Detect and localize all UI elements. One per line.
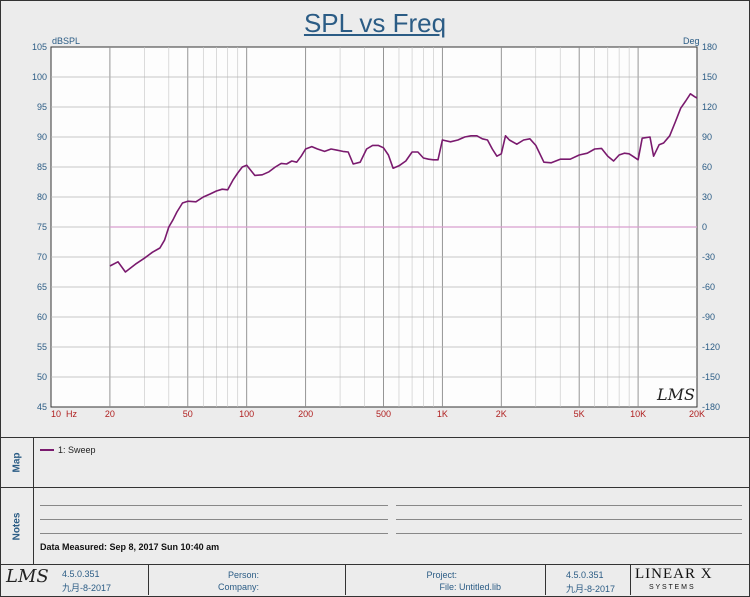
project-label: Project: bbox=[426, 570, 457, 580]
company-label: Company: bbox=[217, 582, 259, 592]
y2-tick-label: 60 bbox=[702, 162, 712, 172]
y2-tick-label: 120 bbox=[702, 102, 717, 112]
x-tick-label: 50 bbox=[183, 409, 193, 419]
legend-swatch bbox=[40, 449, 54, 451]
x-tick-label: 10K bbox=[630, 409, 646, 419]
x-tick-label: 20K bbox=[689, 409, 705, 419]
tick-labels: 4550556065707580859095100105-180-150-120… bbox=[32, 42, 720, 419]
x-tick-label: 10 bbox=[51, 409, 61, 419]
notes-line-left-1[interactable] bbox=[40, 505, 388, 506]
y-tick-label: 65 bbox=[37, 282, 47, 292]
legend: 1: Sweep bbox=[40, 445, 96, 455]
x-tick-label: 500 bbox=[376, 409, 391, 419]
y-tick-label: 60 bbox=[37, 312, 47, 322]
y2-tick-label: -90 bbox=[702, 312, 715, 322]
y2-tick-label: 0 bbox=[702, 222, 707, 232]
lms-watermark: LMS bbox=[656, 385, 695, 404]
x-tick-label: 2K bbox=[496, 409, 507, 419]
grid bbox=[51, 47, 697, 407]
y-tick-label: 100 bbox=[32, 72, 47, 82]
plot-area: 4550556065707580859095100105-180-150-120… bbox=[32, 36, 720, 419]
footer-person-cell: Person: Company: bbox=[148, 565, 345, 595]
y-tick-label: 90 bbox=[37, 132, 47, 142]
y2-tick-label: -60 bbox=[702, 282, 715, 292]
y2-tick-label: -180 bbox=[702, 402, 720, 412]
x-tick-label: 200 bbox=[298, 409, 313, 419]
notes-line-left-3[interactable] bbox=[40, 533, 388, 534]
y-axis-label-left: dBSPL bbox=[52, 36, 80, 46]
brand-sub: S Y S T E M S bbox=[649, 584, 694, 591]
footer-version-cell: 4.5.0.351 九月-8-2017 bbox=[545, 565, 630, 595]
y-tick-label: 45 bbox=[37, 402, 47, 412]
notes-line-right-2[interactable] bbox=[396, 519, 742, 520]
x-tick-label: 20 bbox=[105, 409, 115, 419]
y-tick-label: 55 bbox=[37, 342, 47, 352]
y2-tick-label: 150 bbox=[702, 72, 717, 82]
version-right: 4.5.0.351 bbox=[566, 570, 604, 580]
notes-label: Notes bbox=[10, 512, 22, 540]
map-label: Map bbox=[11, 452, 22, 473]
x-axis-label: Hz bbox=[66, 409, 77, 419]
y-tick-label: 75 bbox=[37, 222, 47, 232]
x-tick-label: 5K bbox=[574, 409, 585, 419]
y2-tick-label: -120 bbox=[702, 342, 720, 352]
y2-tick-label: 180 bbox=[702, 42, 717, 52]
brand-main: LINEAR X bbox=[635, 566, 713, 582]
y2-tick-label: 30 bbox=[702, 192, 712, 202]
x-tick-label: 1K bbox=[437, 409, 448, 419]
y-tick-label: 85 bbox=[37, 162, 47, 172]
series-group bbox=[109, 93, 698, 273]
map-side-label: Map bbox=[0, 438, 34, 487]
data-measured-text: Data Measured: Sep 8, 2017 Sun 10:40 am bbox=[40, 542, 220, 552]
date-right: 九月-8-2017 bbox=[566, 584, 616, 594]
y-tick-label: 95 bbox=[37, 102, 47, 112]
notes-side-label: Notes bbox=[0, 488, 34, 564]
y2-tick-label: -30 bbox=[702, 252, 715, 262]
y2-tick-label: 90 bbox=[702, 132, 712, 142]
version-left: 4.5.0.351 bbox=[62, 569, 100, 579]
y2-tick-label: -150 bbox=[702, 372, 720, 382]
y-tick-label: 80 bbox=[37, 192, 47, 202]
x-tick-label: 100 bbox=[239, 409, 254, 419]
notes-line-right-3[interactable] bbox=[396, 533, 742, 534]
y-axis-label-right: Deg bbox=[683, 36, 700, 46]
series-line-sweep bbox=[109, 93, 698, 273]
y-tick-label: 70 bbox=[37, 252, 47, 262]
notes-panel bbox=[0, 487, 750, 565]
y-tick-label: 50 bbox=[37, 372, 47, 382]
notes-line-left-2[interactable] bbox=[40, 519, 388, 520]
legend-label: 1: Sweep bbox=[58, 445, 96, 455]
date-left: 九月-8-2017 bbox=[62, 583, 112, 593]
footer-logo: LMS bbox=[6, 566, 49, 587]
footer bbox=[0, 564, 750, 566]
map-panel bbox=[0, 437, 750, 488]
person-label: Person: bbox=[227, 570, 259, 580]
chart-title: SPL vs Freq bbox=[303, 8, 447, 38]
file-label: File: Untitled.lib bbox=[439, 582, 501, 592]
y-tick-label: 105 bbox=[32, 42, 47, 52]
notes-line-right-1[interactable] bbox=[396, 505, 742, 506]
footer-brand-cell: LINEAR X S Y S T E M S bbox=[630, 565, 750, 595]
footer-project-cell: Project: File: Untitled.lib bbox=[345, 565, 545, 595]
